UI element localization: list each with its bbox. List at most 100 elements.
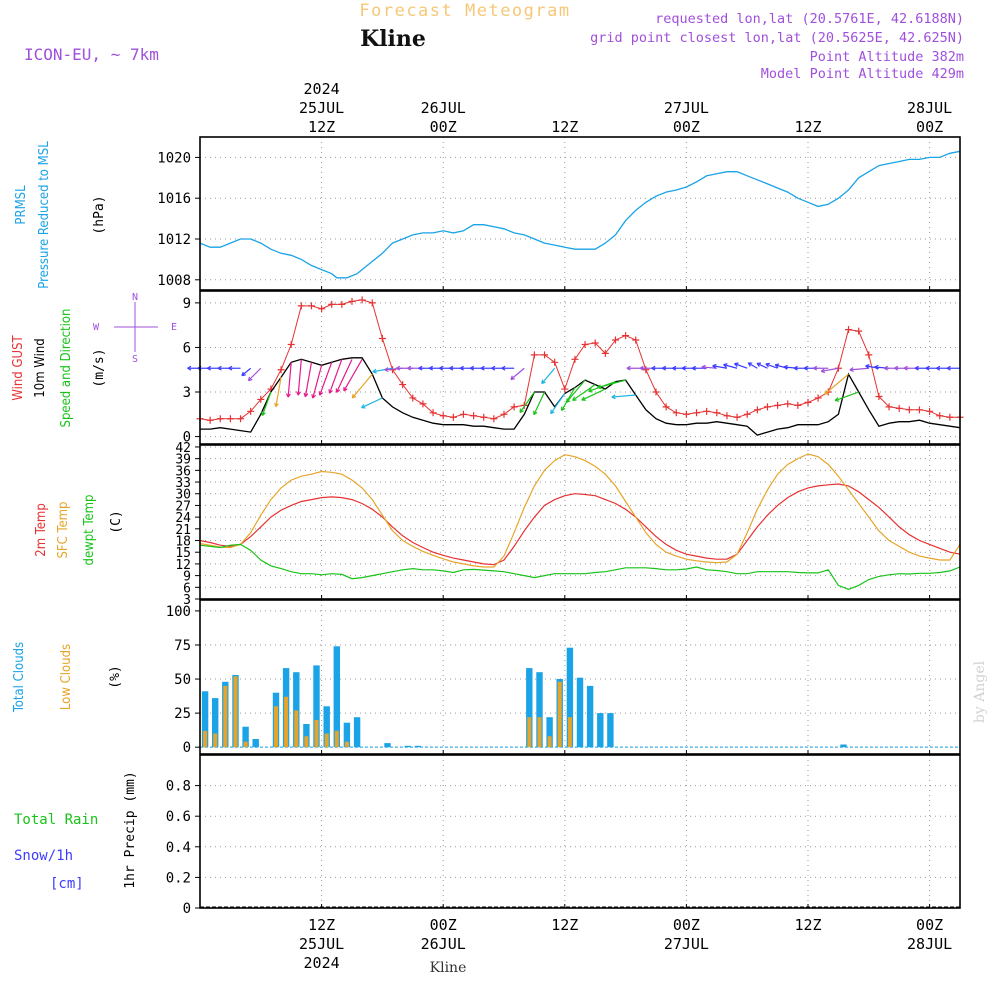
sfc-temp-line [199, 453, 961, 568]
top-time-label: 00Z [430, 118, 457, 136]
wind-arrowhead [372, 368, 377, 374]
wind-arrowhead [914, 365, 919, 371]
pressure-series-label: PRMSL [14, 185, 29, 225]
wind-arrowhead [588, 387, 593, 393]
gust-marker [378, 335, 386, 343]
low-cloud-bar [567, 717, 572, 748]
wind-arrowhead [834, 397, 840, 402]
panel-frame [199, 290, 961, 445]
gust-marker [328, 300, 336, 308]
wind-arrowhead [946, 365, 951, 371]
wind-arrowhead [765, 362, 770, 368]
low-cloud-bar [314, 719, 319, 748]
total-cloud-bar [384, 743, 391, 748]
temp-dewpoint-label: dewpt Temp [82, 495, 97, 566]
wind-arrowhead [597, 384, 602, 390]
wind-arrow [581, 388, 606, 401]
gust-marker [206, 416, 214, 424]
y-tick-label: 33 [175, 476, 191, 491]
point-altitude: Point Altitude 382m [810, 49, 964, 65]
clouds-unit: (%) [108, 665, 123, 688]
gust-marker [794, 401, 802, 409]
snow-label: Snow/1h [14, 848, 73, 864]
total-cloud-bar [201, 691, 209, 748]
gust-marker [895, 404, 903, 412]
gust-marker [693, 409, 701, 417]
gust-line [199, 299, 960, 421]
wind-arrowhead [296, 391, 301, 396]
gust-marker [368, 299, 376, 307]
bottom-time-label: 00Z [916, 916, 943, 934]
gust-marker [571, 355, 579, 363]
wind-arrowhead [318, 391, 324, 396]
wind-arrow [565, 379, 586, 403]
wind-arrowhead [565, 398, 571, 403]
wind-arrow [834, 391, 859, 402]
wind-arrowhead [311, 394, 316, 399]
precip-panel: 0 0.2 0.4 0.6 0.8 [166, 754, 961, 917]
temp-2m-label: 2m Temp [34, 503, 49, 557]
y-tick-label: 1008 [157, 273, 191, 289]
y-tick-label: 3 [183, 593, 191, 608]
low-cloud-bar [243, 741, 248, 748]
footer-location: Kline [430, 960, 467, 976]
gust-marker [348, 297, 356, 305]
bottom-time-label: 27JUL [664, 935, 709, 953]
gust-marker [226, 415, 234, 423]
wind-arrowhead [774, 363, 780, 369]
wind-arrowhead [351, 393, 357, 399]
wind-gust-label: Wind GUST [11, 335, 26, 401]
wind-arrowhead [459, 365, 464, 371]
wind-arrow [824, 373, 849, 395]
gust-marker [652, 388, 660, 396]
wind-arrow [241, 367, 252, 377]
gust-marker [926, 407, 934, 415]
low-cloud-bar [334, 730, 339, 748]
pressure-line [199, 150, 961, 279]
total-cloud-bar [414, 745, 422, 748]
y-tick-label: 0.2 [166, 870, 191, 886]
bottom-time-label: 28JUL [907, 935, 952, 953]
gust-marker [561, 385, 569, 393]
wind-arrowhead [328, 389, 333, 394]
wind-arrow [287, 362, 292, 398]
wind-arrowhead [681, 365, 686, 371]
wind-arrowhead [883, 365, 888, 371]
low-cloud-bar [233, 676, 238, 748]
y-tick-label: 6 [183, 581, 191, 596]
compass-north: N [132, 292, 138, 303]
gust-marker [530, 351, 538, 359]
low-clouds-label: Low Clouds [59, 644, 74, 710]
total-cloud-bar [536, 672, 543, 748]
gust-marker [905, 406, 913, 414]
gust-marker [601, 349, 609, 357]
wind-arrow [701, 366, 717, 369]
requested-coordinates: requested lon,lat (20.5761E, 42.6188N) [655, 11, 964, 27]
y-tick-label: 0.4 [166, 840, 191, 856]
y-tick-label: 27 [175, 499, 191, 514]
gust-marker [611, 336, 619, 344]
total-cloud-bar [212, 698, 219, 748]
total-cloud-bar [323, 706, 330, 748]
gust-marker [936, 412, 944, 420]
panel-frame [199, 444, 961, 600]
wind-arrow [519, 391, 535, 413]
y-tick-label: 24 [175, 511, 191, 526]
gust-marker [541, 351, 549, 359]
y-tick-label: 25 [174, 706, 191, 722]
wind-arrowhead [936, 365, 941, 371]
wind-arrowhead [228, 365, 233, 371]
gust-marker [419, 400, 427, 408]
top-time-label: 27JUL [664, 99, 709, 117]
y-tick-label: 9 [183, 296, 191, 312]
top-time-label: 25JUL [299, 99, 344, 117]
gust-marker [257, 395, 265, 403]
gust-marker [490, 415, 498, 423]
total-cloud-bar [252, 739, 259, 748]
gust-marker [409, 394, 417, 402]
wind-arrowhead [812, 365, 818, 371]
wind-arrow [297, 359, 302, 396]
